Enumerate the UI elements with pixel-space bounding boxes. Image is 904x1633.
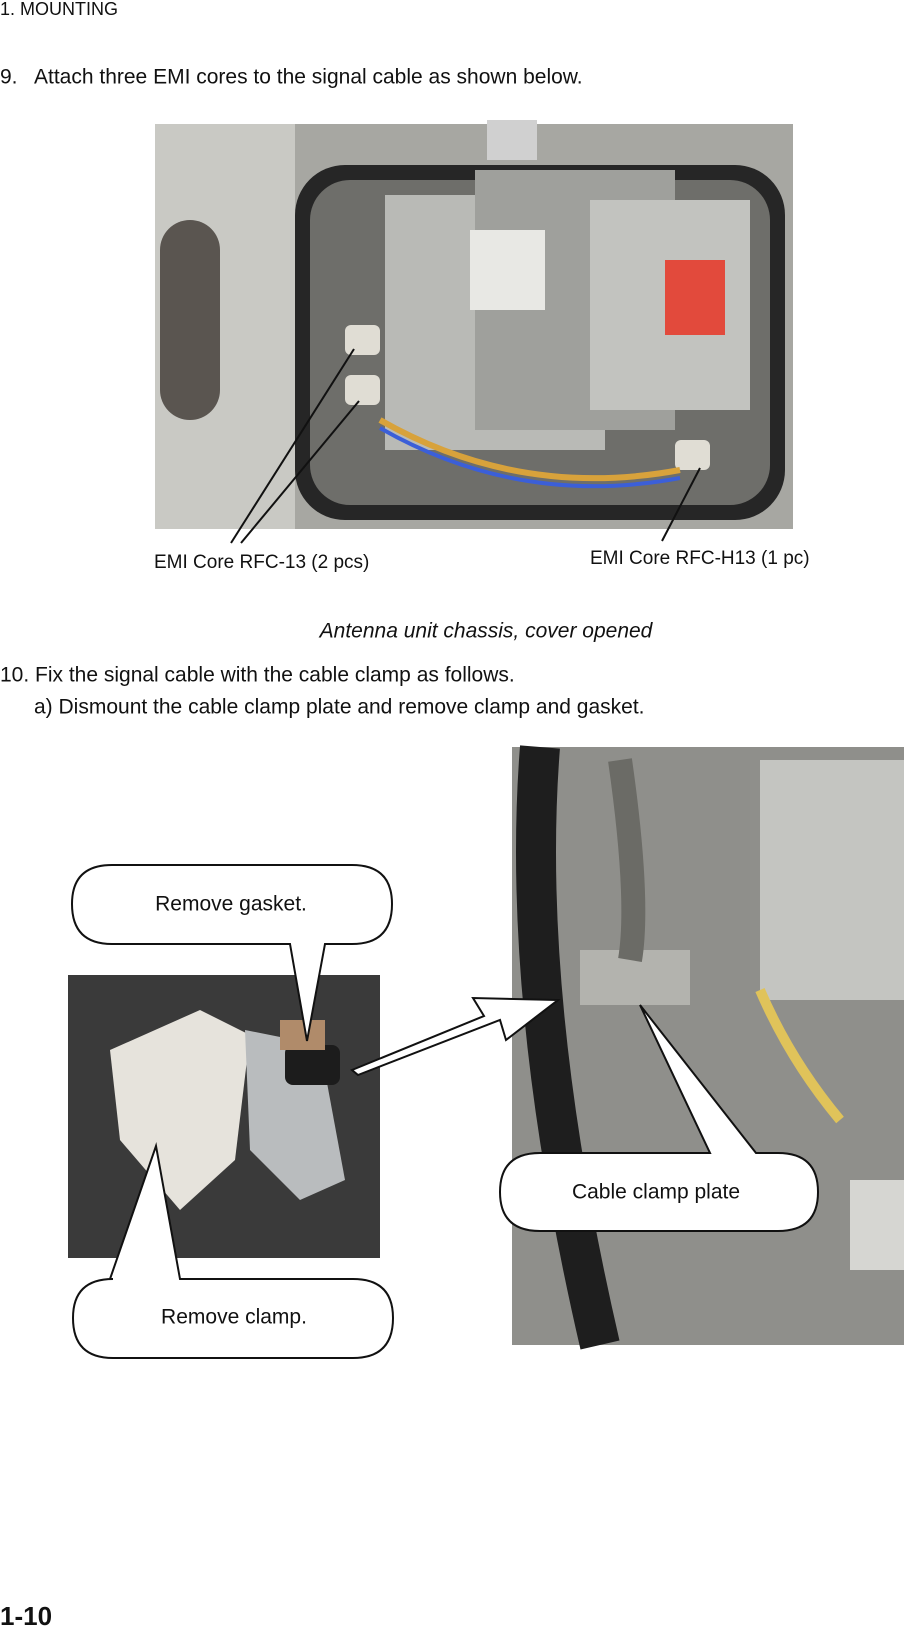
figure-caption: Antenna unit chassis, cover opened: [318, 620, 654, 643]
callout-text: Cable clamp plate: [572, 1181, 740, 1204]
step-text: Attach three EMI cores to the signal cab…: [34, 66, 583, 89]
callout: Remove clamp.: [71, 1142, 395, 1359]
callout-text: Remove gasket.: [155, 893, 307, 916]
step-text: Fix the signal cable with the cable clam…: [35, 664, 515, 687]
figure-label: EMI Core RFC-H13 (1 pc): [590, 548, 810, 569]
header: 1. MOUNTING: [0, 0, 118, 19]
callout-text: Remove clamp.: [161, 1306, 307, 1329]
photo-clamp: [68, 975, 380, 1258]
figure-label: EMI Core RFC-13 (2 pcs): [154, 552, 369, 573]
arrow: [350, 996, 561, 1077]
substep-text: a) Dismount the cable clamp plate and re…: [34, 696, 645, 719]
callout: Remove gasket.: [70, 864, 394, 1042]
photo-unit: [512, 745, 904, 1350]
callout: Cable clamp plate: [498, 1004, 820, 1232]
step-number: 10.: [0, 664, 29, 687]
leader-lines: [230, 348, 701, 544]
page-number: 1-10: [0, 1601, 52, 1631]
step-number: 9.: [0, 66, 18, 89]
photo-chassis: [155, 120, 793, 529]
